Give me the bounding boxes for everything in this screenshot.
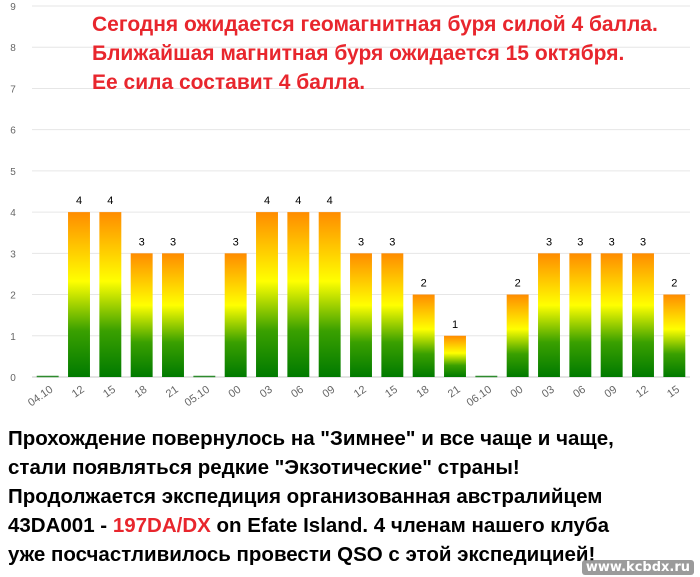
bar [538,253,560,377]
data-label: 3 [546,236,552,248]
bar [350,253,372,377]
bar [224,253,247,377]
bar [99,212,122,377]
data-label: 4 [264,195,270,207]
x-tick-label: 09 [602,384,619,401]
y-tick-label: 4 [10,208,16,219]
bar [506,294,529,377]
x-tick-label: 04.10 [26,384,55,410]
data-label: 3 [640,236,646,248]
site-watermark: www.kcbdx.ru [581,560,694,575]
data-label: 2 [421,278,427,290]
chart-bars [36,212,686,378]
y-tick-label: 5 [10,167,16,178]
data-label: 3 [233,236,239,248]
x-tick-label: 00 [508,384,525,401]
expedition-callsign: 197DA/DX [112,514,211,537]
news-line-3: Продолжается экспедиция организованная а… [8,485,603,508]
x-tick-label: 12 [70,384,87,401]
y-tick-label: 1 [10,332,16,343]
forecast-line-3: Ее сила составит 4 балла. [92,71,366,94]
bar [318,212,341,377]
x-tick-label: 03 [258,384,275,401]
news-line-2: стали появляться редкие "Экзотические" с… [8,456,520,479]
x-tick-label: 12 [352,384,369,401]
data-label: 4 [76,195,82,207]
x-tick-label: 21 [164,384,181,401]
x-tick-label: 03 [540,384,557,401]
y-tick-label: 7 [10,84,16,95]
x-tick-label: 05.10 [183,384,212,410]
news-line-4: 43DA001 - 197DA/DX on Efate Island. 4 чл… [8,511,698,540]
data-label: 3 [389,236,395,248]
y-tick-label: 9 [10,2,16,13]
x-tick-label: 09 [320,384,337,401]
storm-forecast-text: Сегодня ожидается геомагнитная буря сило… [92,10,692,97]
data-label: 4 [107,195,113,207]
bar [68,212,90,377]
data-label: 4 [327,195,333,207]
propagation-news: Прохождение повернулось на "Зимнее" и вс… [8,424,698,569]
bar [381,253,404,377]
x-tick-label: 15 [665,384,682,401]
forecast-line-1: Сегодня ожидается геомагнитная буря сило… [92,13,658,36]
bar [663,294,686,377]
y-tick-label: 0 [10,373,16,384]
bar [632,253,654,377]
bar [600,253,623,377]
y-tick-label: 8 [10,43,16,54]
x-tick-label: 15 [383,384,400,401]
data-label: 1 [452,319,458,331]
bar [569,253,592,377]
data-label: 2 [515,278,521,290]
news-line-1: Прохождение повернулось на "Зимнее" и вс… [8,427,614,450]
x-tick-label: 06.10 [465,384,494,410]
bar [287,212,310,377]
news-line-5: уже посчастливилось провести QSO с этой … [8,543,596,566]
bar [444,335,466,377]
news-line-4-prefix: 43DA001 - [8,514,113,537]
x-axis-tick-labels: 04.10 12 15 18 21 05.10 00 03 06 09 12 15 18 21 06.10 0… [26,384,682,410]
forecast-line-2: Ближайшая магнитная буря ожидается 15 ок… [92,42,625,65]
data-label: 4 [295,195,301,207]
data-label: 3 [139,236,145,248]
bar [412,294,435,377]
x-tick-label: 12 [634,384,651,401]
x-tick-label: 06 [289,384,306,401]
bar [130,253,153,377]
y-axis-tick-labels: 0 1 2 3 4 5 6 7 8 9 [10,2,16,384]
data-label: 2 [671,278,677,290]
x-tick-label: 00 [226,384,243,401]
x-tick-label: 06 [571,384,588,401]
news-line-4-suffix: on Efate Island. 4 членам нашего клуба [210,514,610,537]
x-tick-label: 15 [101,384,118,401]
y-tick-label: 3 [10,249,16,260]
bar [162,253,184,377]
bar [256,212,278,377]
x-tick-label: 21 [446,384,463,401]
data-label: 3 [358,236,364,248]
y-tick-label: 2 [10,291,16,302]
data-label: 3 [609,236,615,248]
data-label: 3 [170,236,176,248]
x-tick-label: 18 [132,384,149,401]
y-tick-label: 6 [10,126,16,137]
chart-data-labels: 4 4 3 3 3 4 4 4 3 3 2 1 2 3 3 3 3 2 [76,195,677,331]
x-tick-label: 18 [414,384,431,401]
data-label: 3 [577,236,583,248]
